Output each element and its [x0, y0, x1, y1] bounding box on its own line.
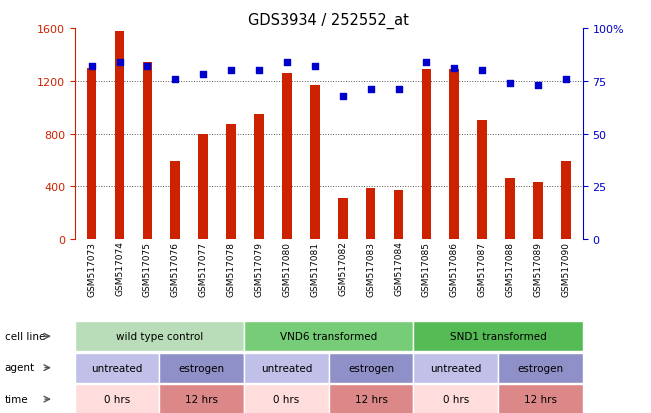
Bar	[244, 353, 329, 383]
Point	[393, 87, 404, 93]
Bar	[338, 199, 348, 240]
Point	[115, 59, 125, 66]
Bar	[159, 384, 244, 413]
Point	[282, 59, 292, 66]
Point	[421, 59, 432, 66]
Bar	[227, 125, 236, 240]
Bar	[413, 384, 498, 413]
Text: agent: agent	[5, 362, 35, 372]
Text: estrogen: estrogen	[179, 363, 225, 373]
Text: untreated: untreated	[92, 363, 143, 373]
Text: SND1 transformed: SND1 transformed	[450, 331, 546, 342]
Point	[198, 72, 208, 78]
Point	[449, 66, 460, 72]
Point	[337, 93, 348, 100]
Bar	[498, 353, 583, 383]
Point	[477, 68, 488, 74]
Text: VND6 transformed: VND6 transformed	[280, 331, 378, 342]
Bar	[329, 353, 413, 383]
Bar	[329, 384, 413, 413]
Bar	[171, 162, 180, 240]
Bar	[75, 353, 159, 383]
Text: estrogen: estrogen	[518, 363, 563, 373]
Text: untreated: untreated	[261, 363, 312, 373]
Bar	[282, 74, 292, 240]
Point	[365, 87, 376, 93]
Point	[142, 64, 152, 70]
Point	[170, 76, 180, 83]
Bar	[421, 70, 431, 240]
Text: 12 hrs: 12 hrs	[355, 394, 387, 404]
Text: 12 hrs: 12 hrs	[524, 394, 557, 404]
Bar	[159, 353, 244, 383]
Bar	[143, 63, 152, 240]
Bar	[413, 321, 583, 351]
Bar	[310, 85, 320, 240]
Bar	[244, 321, 413, 351]
Bar	[366, 188, 376, 240]
Bar	[533, 183, 543, 240]
Point	[226, 68, 236, 74]
Point	[310, 64, 320, 70]
Point	[561, 76, 571, 83]
Bar	[498, 384, 583, 413]
Point	[533, 83, 543, 89]
Bar	[254, 114, 264, 240]
Bar	[115, 31, 124, 240]
Bar	[394, 191, 404, 240]
Bar	[561, 162, 571, 240]
Text: GDS3934 / 252552_at: GDS3934 / 252552_at	[248, 12, 409, 28]
Point	[254, 68, 264, 74]
Bar	[413, 353, 498, 383]
Text: cell line: cell line	[5, 331, 45, 341]
Text: wild type control: wild type control	[116, 331, 203, 342]
Bar	[75, 384, 159, 413]
Bar	[477, 121, 487, 240]
Text: 12 hrs: 12 hrs	[186, 394, 218, 404]
Text: untreated: untreated	[430, 363, 481, 373]
Text: estrogen: estrogen	[348, 363, 394, 373]
Text: 0 hrs: 0 hrs	[443, 394, 469, 404]
Point	[505, 81, 516, 87]
Bar	[87, 69, 96, 240]
Text: 0 hrs: 0 hrs	[104, 394, 130, 404]
Bar	[75, 321, 244, 351]
Bar	[199, 134, 208, 240]
Bar	[505, 179, 515, 240]
Text: time: time	[5, 394, 28, 404]
Text: 0 hrs: 0 hrs	[273, 394, 299, 404]
Bar	[244, 384, 329, 413]
Bar	[449, 70, 459, 240]
Point	[87, 64, 97, 70]
